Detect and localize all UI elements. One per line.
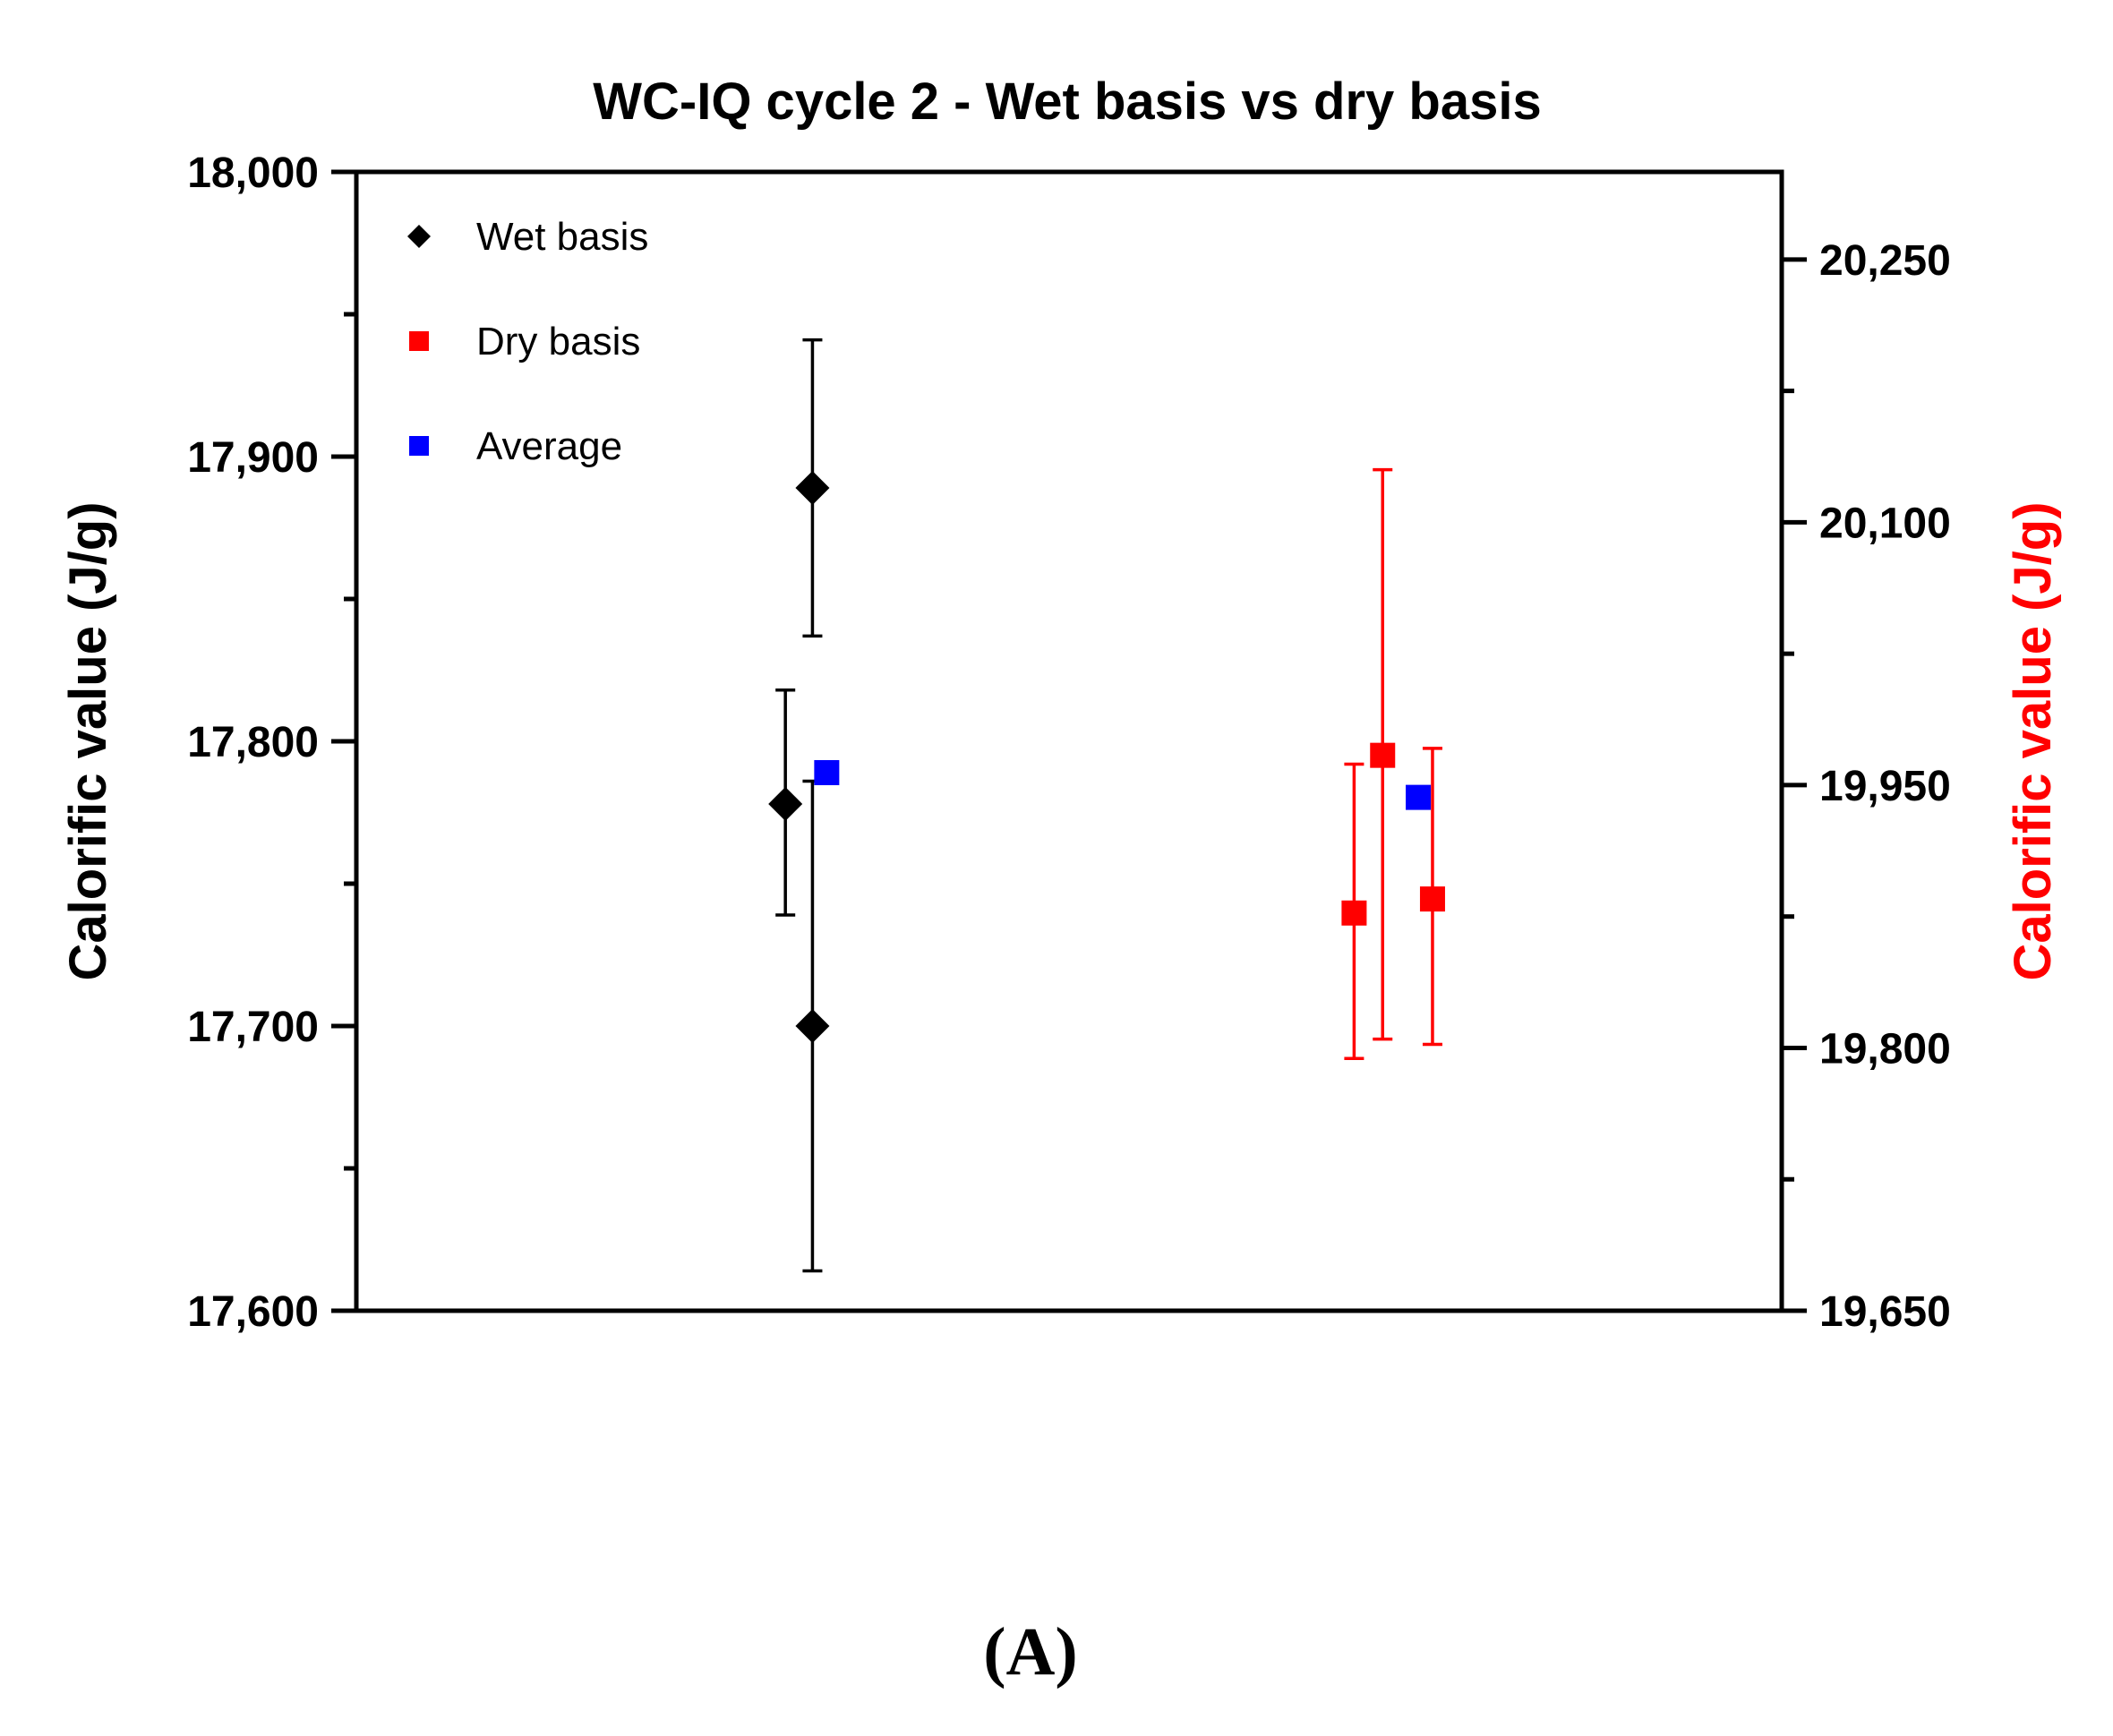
right-axis-tick-label: 20,100 — [1819, 500, 1951, 547]
average-marker — [814, 759, 840, 785]
right-axis-tick-label: 19,800 — [1819, 1025, 1951, 1073]
dry-basis-marker — [1370, 742, 1396, 768]
average-marker — [1406, 784, 1432, 810]
legend-average-marker — [409, 436, 429, 456]
left-y-axis: 17,600 17,700 17,800 17,900 18,000 — [187, 150, 356, 1336]
legend-dry-basis-marker — [409, 331, 429, 351]
left-axis-tick-label: 17,700 — [187, 1004, 319, 1051]
wet-basis-marker — [795, 1009, 830, 1043]
right-axis-tick-label: 19,650 — [1819, 1288, 1951, 1336]
legend-wet-basis-marker — [407, 225, 431, 248]
error-bars — [775, 338, 1442, 1273]
right-axis-tick-label: 19,950 — [1819, 763, 1951, 810]
right-axis-tick-label: 20,250 — [1819, 237, 1951, 285]
left-axis-tick-label: 17,800 — [187, 719, 319, 766]
legend-average-label: Average — [476, 424, 622, 468]
dry-basis-marker — [1419, 886, 1445, 912]
legend-wet-basis-label: Wet basis — [476, 215, 648, 259]
wet-basis-marker — [795, 470, 830, 505]
data-markers — [768, 470, 1445, 1043]
right-y-axis-label: Calorific value (J/g) — [2004, 501, 2062, 980]
right-y-axis: 19,650 19,800 19,950 20,100 20,250 — [1782, 237, 1951, 1336]
wet-basis-marker — [768, 786, 803, 821]
left-y-axis-label: Calorific value (J/g) — [59, 501, 117, 980]
dry-basis-marker — [1341, 900, 1367, 926]
legend-dry-basis-label: Dry basis — [476, 320, 640, 363]
panel-label: (A) — [983, 1614, 1078, 1689]
left-axis-tick-label: 17,600 — [187, 1288, 319, 1336]
left-axis-tick-label: 18,000 — [187, 150, 319, 197]
legend: Wet basis Dry basis Average — [407, 215, 648, 468]
chart-title: WC-IQ cycle 2 - Wet basis vs dry basis — [593, 73, 1541, 131]
left-axis-tick-label: 17,900 — [187, 434, 319, 482]
